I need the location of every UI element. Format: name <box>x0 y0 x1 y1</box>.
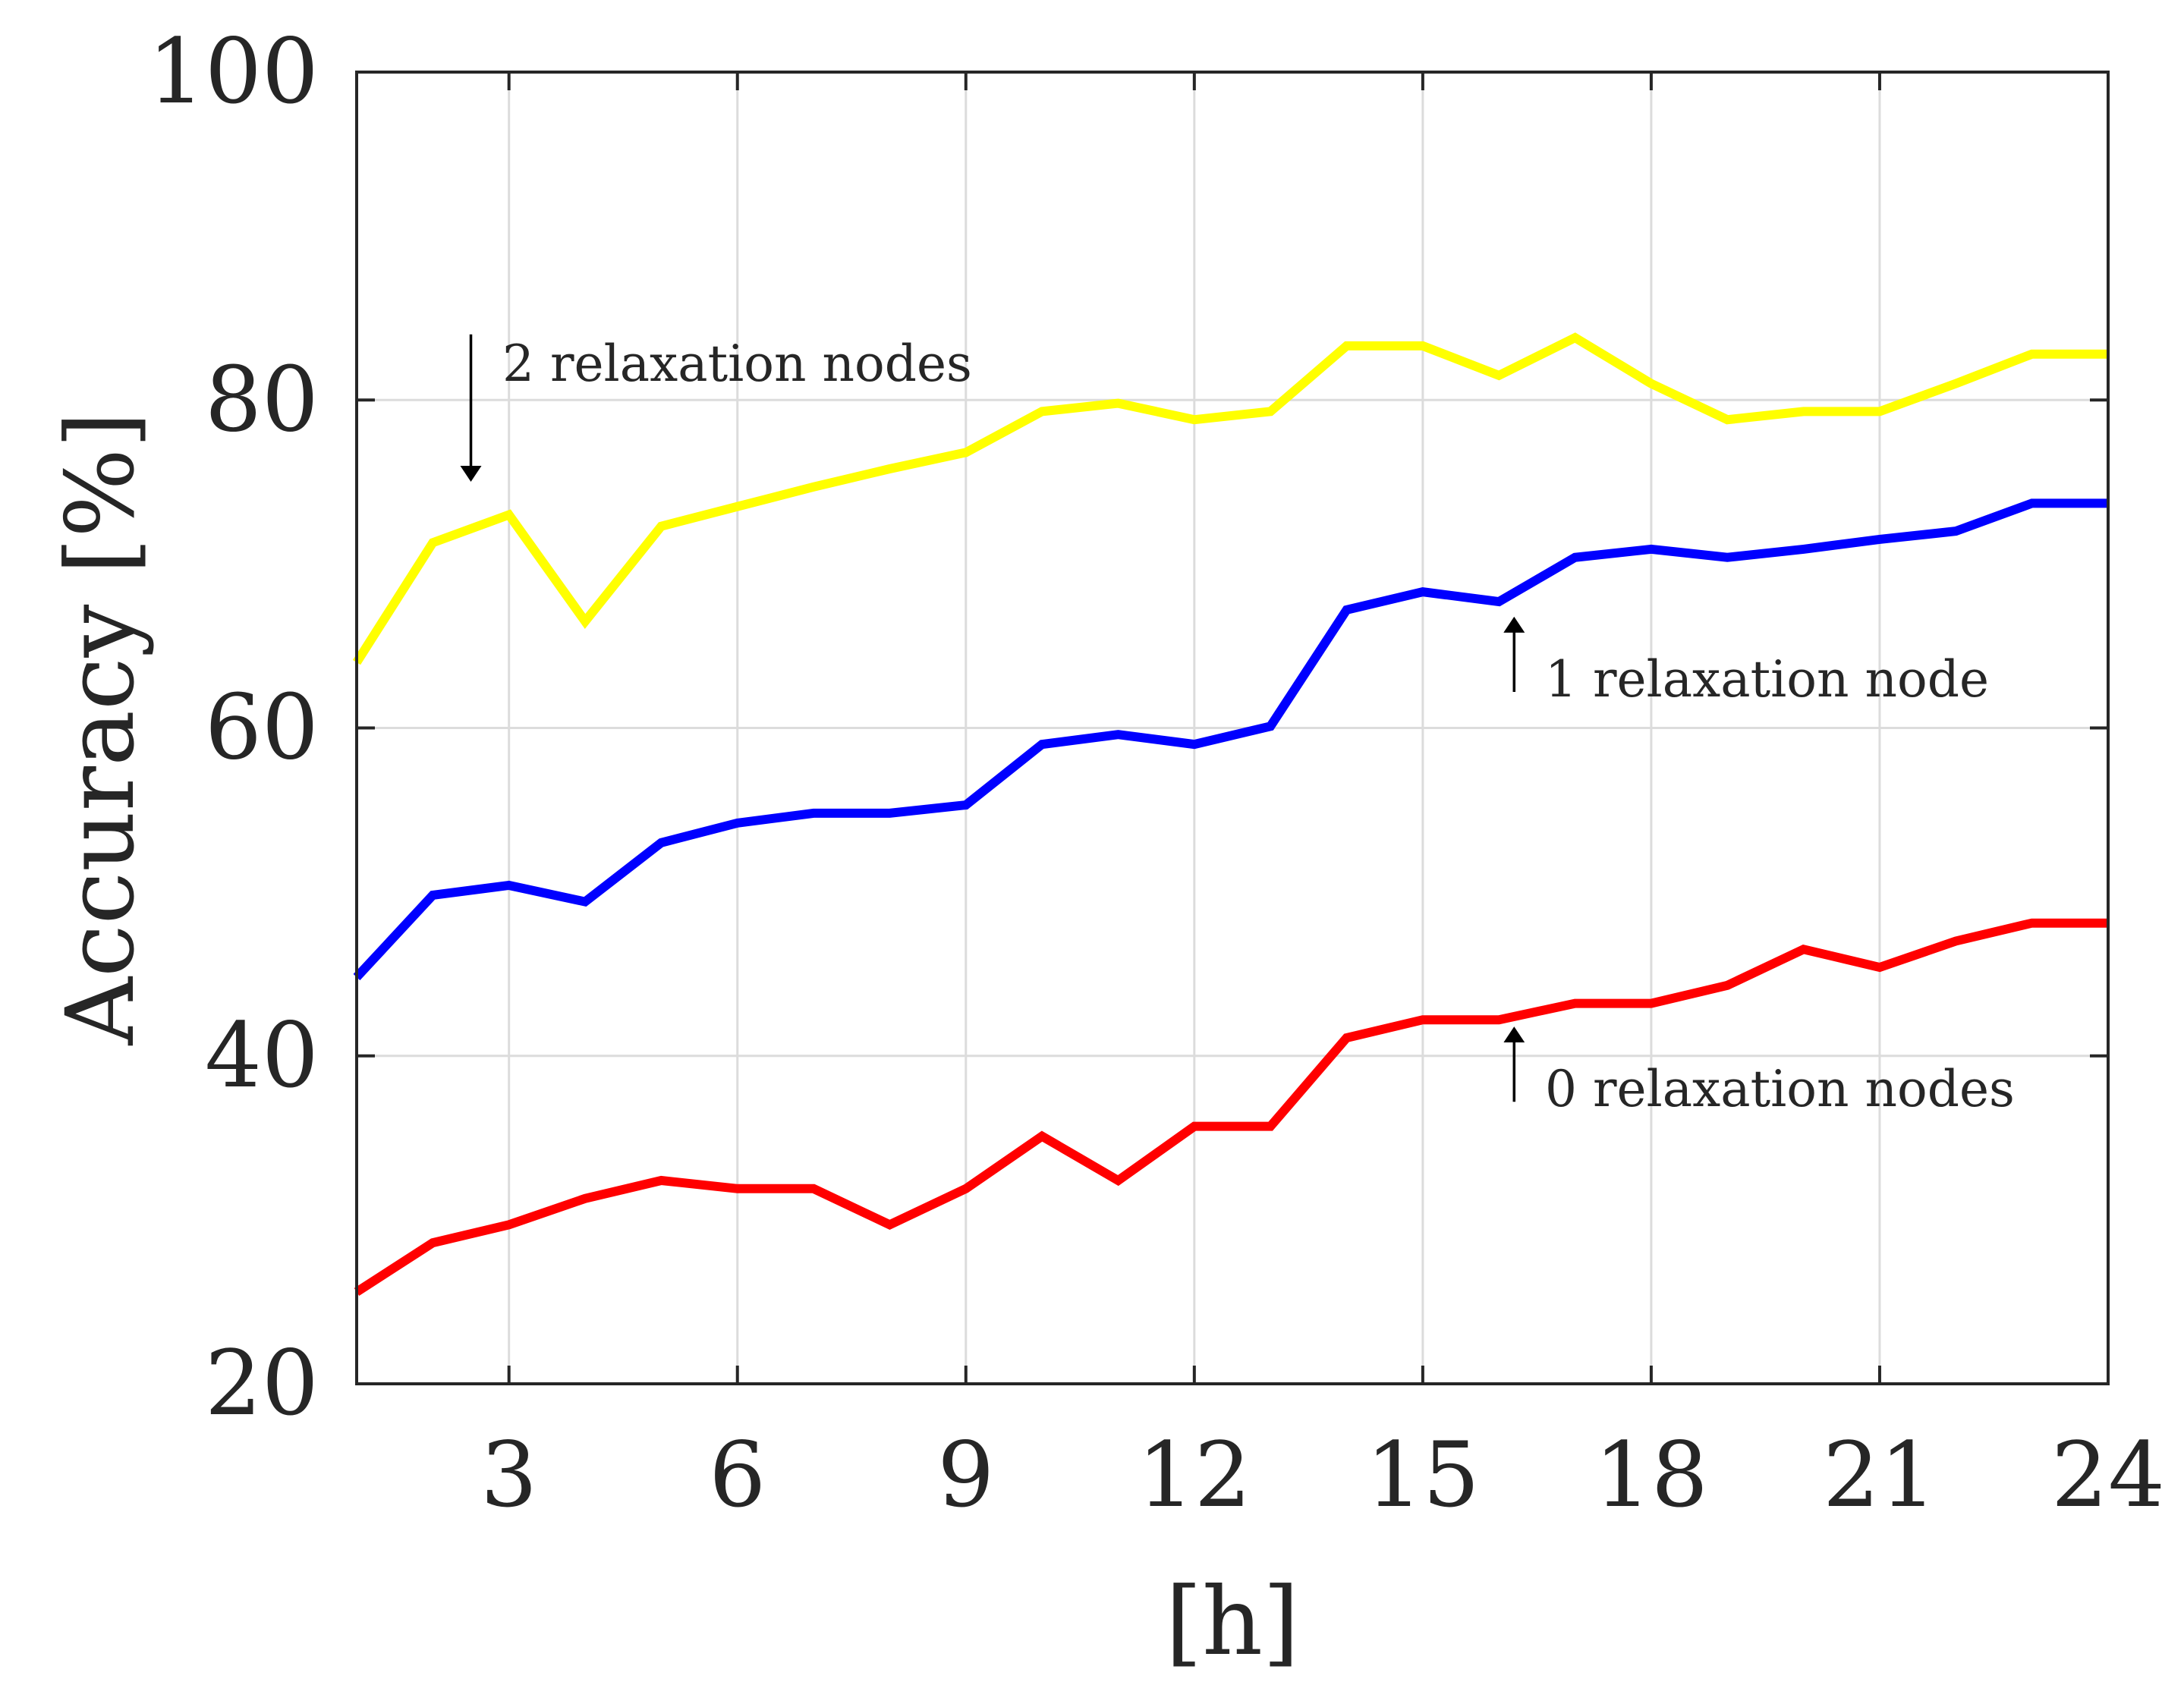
series-line-0 <box>352 332 2108 665</box>
x-tick-label: 21 <box>1823 1423 1937 1527</box>
annotations: 2 relaxation nodes 1 relaxation node 0 r… <box>460 334 2015 1118</box>
y-tick-label: 80 <box>205 347 319 451</box>
x-tick-label: 3 <box>480 1423 537 1527</box>
series-line-1 <box>353 498 2108 981</box>
y-axis-title: Accuracy [%] <box>46 411 156 1045</box>
x-tick-label: 15 <box>1366 1423 1480 1527</box>
x-axis-title: [h] <box>1166 1567 1300 1677</box>
x-tick-label: 18 <box>1594 1423 1708 1527</box>
x-tick-label: 9 <box>937 1423 994 1527</box>
x-tick-label: 12 <box>1138 1423 1251 1527</box>
annotation-label-2-nodes: 2 relaxation nodes <box>502 335 972 393</box>
annotation-label-1-node: 1 relaxation node <box>1545 650 1989 709</box>
y-tick-label: 100 <box>148 19 319 124</box>
y-tick-label: 40 <box>205 1003 319 1108</box>
series-line-2 <box>354 918 2108 1297</box>
y-tick-label: 60 <box>205 675 319 780</box>
x-tick-label: 24 <box>2051 1423 2165 1527</box>
x-tick-label: 6 <box>709 1423 766 1527</box>
data-series <box>352 332 2108 1297</box>
grid-lines <box>357 72 2108 1384</box>
annotation-label-0-nodes: 0 relaxation nodes <box>1545 1060 2015 1118</box>
y-tick-label: 20 <box>205 1331 319 1435</box>
axis-ticks: 3 6 9 12 15 18 21 24 20 40 60 80 100 <box>148 19 2165 1527</box>
